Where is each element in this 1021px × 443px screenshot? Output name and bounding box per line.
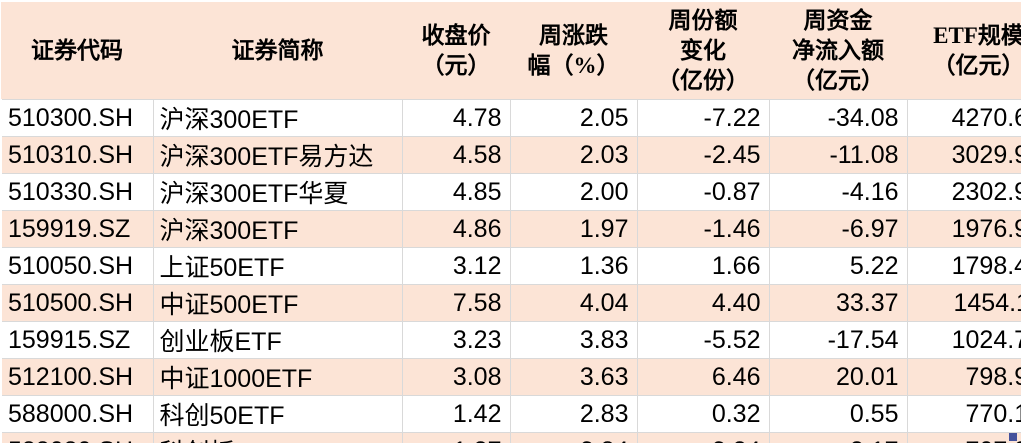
cell-share_chg: 6.46: [636, 358, 770, 396]
cell-close: 3.12: [401, 247, 511, 285]
cell-share_chg: -5.52: [636, 321, 770, 359]
cell-net_inflow: -17.54: [768, 321, 908, 359]
cell-share_chg: -7.22: [636, 99, 770, 137]
table-row: 512100.SH中证1000ETF3.083.636.4620.01798.9…: [0, 358, 1021, 396]
cell-name: 创业板ETF: [152, 321, 403, 359]
cell-name: 科创板50ETF: [152, 432, 403, 443]
cell-close: 3.23: [401, 321, 511, 359]
cell-scale: 1024.74: [906, 321, 1021, 359]
column-header-name: 证券简称: [153, 2, 402, 100]
cell-week_chg: 3.63: [509, 358, 638, 396]
cell-net_inflow: -4.16: [768, 173, 908, 211]
cell-name: 中证1000ETF: [152, 358, 403, 396]
cell-share_chg: 4.40: [636, 284, 770, 322]
cell-code: 588000.SH: [0, 395, 154, 433]
table-row: 159919.SZ 沪深300ETF 4.86 1.97 -1.46 -6.97 1976.…: [0, 210, 1021, 248]
table-row: 510310.SH 沪深300ETF易方达 4.58 2.03 -2.45 -11.08 3…: [0, 136, 1021, 174]
cell-week_chg: 2.84: [509, 432, 638, 443]
cell-close: 4.78: [401, 99, 511, 137]
cell-share_chg: 1.66: [636, 247, 770, 285]
cell-name: 沪深300ETF华夏: [152, 173, 403, 211]
cell-scale: 1976.90: [906, 210, 1021, 248]
table-row: 510300.SH 沪深300ETF 4.78 2.05 -7.22 -34.08 4270…: [0, 99, 1021, 137]
cell-code: 159915.SZ: [0, 321, 154, 359]
cell-name: 科创50ETF: [152, 395, 403, 433]
table-row: 159915.SZ创业板ETF3.233.83-5.52-17.541024.7…: [0, 321, 1021, 359]
column-header-share_chg: 周份额 变化 （亿份）: [637, 2, 769, 100]
cell-net_inflow: -11.08: [768, 136, 908, 174]
column-header-net_inflow: 周资金 净流入额 （亿元）: [769, 2, 907, 100]
cell-net_inflow: 20.01: [768, 358, 908, 396]
cell-code: 510500.SH: [0, 284, 154, 322]
cell-week_chg: 2.00: [509, 173, 638, 211]
cell-scale: 3029.96: [906, 136, 1021, 174]
etf-table-header: 证券代码 证券简称 收盘价 （元） 周涨跌 幅（%） 周份额 变化 （亿份） 周资金 净流…: [1, 2, 1021, 100]
selection-fill-handle-icon[interactable]: [1009, 433, 1017, 441]
cell-close: 4.86: [401, 210, 511, 248]
cell-scale: 707.93: [906, 432, 1021, 443]
cell-share_chg: 0.32: [636, 395, 770, 433]
table-row: 510500.SH中证500ETF7.584.044.4033.371454.1…: [0, 284, 1021, 322]
cell-code: 510330.SH: [0, 173, 154, 211]
cell-scale: 2302.90: [906, 173, 1021, 211]
cell-share_chg: -1.46: [636, 210, 770, 248]
header-row: 证券代码 证券简称 收盘价 （元） 周涨跌 幅（%） 周份额 变化 （亿份） 周资金 净流…: [1, 2, 1021, 100]
cell-week_chg: 2.03: [509, 136, 638, 174]
cell-week_chg: 1.97: [509, 210, 638, 248]
cell-share_chg: -2.45: [636, 136, 770, 174]
cell-code: 510050.SH: [0, 247, 154, 285]
cell-share_chg: -2.34: [636, 432, 770, 443]
column-header-scale: ETF规模 （亿元）: [907, 2, 1021, 100]
cell-close: 3.08: [401, 358, 511, 396]
cell-close: 4.85: [401, 173, 511, 211]
cell-week_chg: 4.04: [509, 284, 638, 322]
column-header-close: 收盘价 （元）: [402, 2, 510, 100]
cell-net_inflow: -6.97: [768, 210, 908, 248]
cell-share_chg: -0.87: [636, 173, 770, 211]
cell-scale: 798.93: [906, 358, 1021, 396]
cell-name: 沪深300ETF易方达: [152, 136, 403, 174]
etf-table-body: 510300.SH 沪深300ETF 4.78 2.05 -7.22 -34.08 4270…: [0, 99, 1021, 443]
cell-scale: 4270.67: [906, 99, 1021, 137]
cell-close: 7.58: [401, 284, 511, 322]
cell-name: 沪深300ETF: [152, 99, 403, 137]
cell-net_inflow: -3.17: [768, 432, 908, 443]
cell-code: 159919.SZ: [0, 210, 154, 248]
cell-net_inflow: 33.37: [768, 284, 908, 322]
cell-week_chg: 2.83: [509, 395, 638, 433]
cell-net_inflow: 5.22: [768, 247, 908, 285]
cell-close: 4.58: [401, 136, 511, 174]
cell-close: 1.37: [401, 432, 511, 443]
cell-code: 588080.SH: [0, 432, 154, 443]
table-row: 588080.SH科创板50ETF1.372.84-2.34-3.17707.9…: [0, 432, 1021, 443]
cell-scale: 770.18: [906, 395, 1021, 433]
cell-close: 1.42: [401, 395, 511, 433]
cell-name: 中证500ETF: [152, 284, 403, 322]
cell-week_chg: 3.83: [509, 321, 638, 359]
cell-name: 上证50ETF: [152, 247, 403, 285]
cell-code: 512100.SH: [0, 358, 154, 396]
table-row: 510330.SH 沪深300ETF华夏 4.85 2.00 -0.87 -4.16 230…: [0, 173, 1021, 211]
cell-net_inflow: 0.55: [768, 395, 908, 433]
cell-name: 沪深300ETF: [152, 210, 403, 248]
cell-week_chg: 1.36: [509, 247, 638, 285]
column-header-code: 证券代码: [1, 2, 153, 100]
cell-week_chg: 2.05: [509, 99, 638, 137]
cell-code: 510310.SH: [0, 136, 154, 174]
cell-scale: 1798.48: [906, 247, 1021, 285]
cell-scale: 1454.11: [906, 284, 1021, 322]
cell-code: 510300.SH: [0, 99, 154, 137]
cell-net_inflow: -34.08: [768, 99, 908, 137]
column-header-week_chg: 周涨跌 幅（%）: [510, 2, 637, 100]
